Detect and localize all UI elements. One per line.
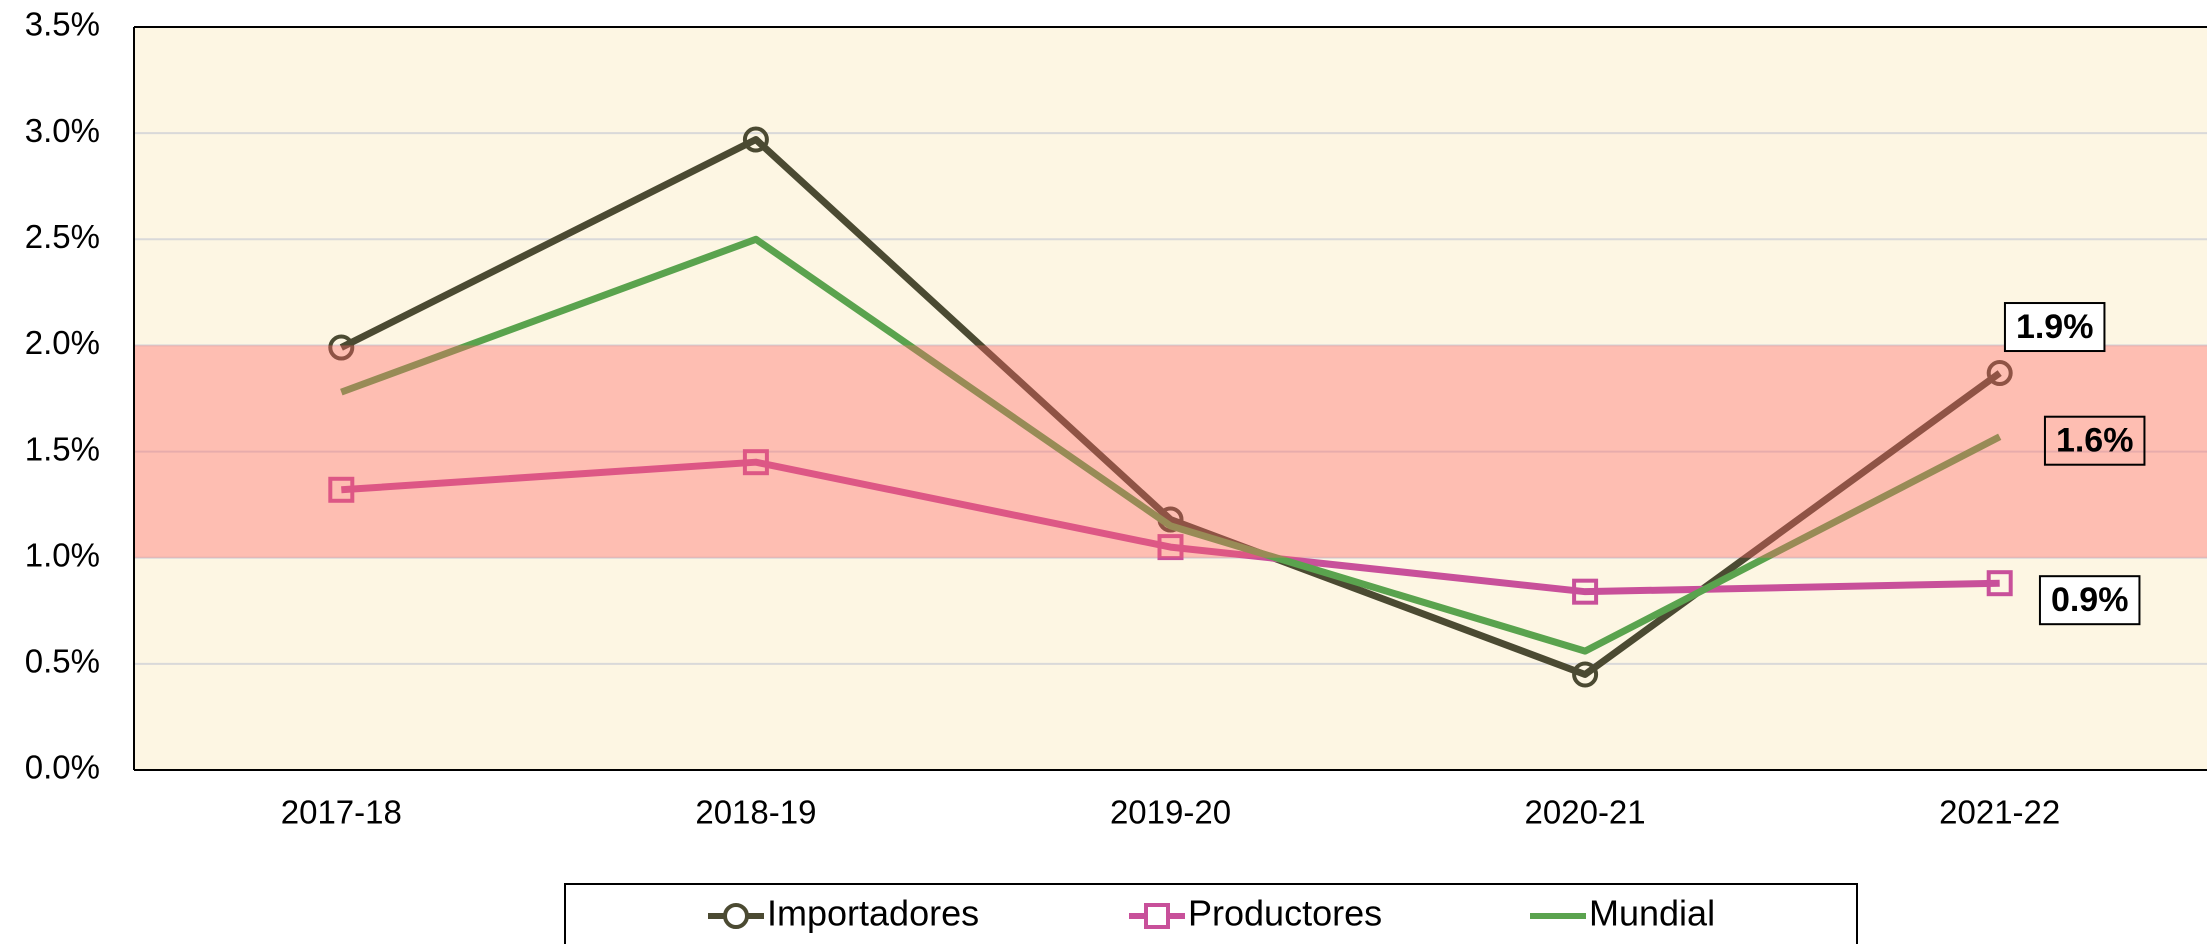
series-line: [340, 235, 2002, 655]
legend-marker: [1144, 903, 1170, 929]
marker: [1572, 661, 1599, 688]
y-tick-label: 2.0%: [25, 324, 100, 361]
y-tick-label: 3.0%: [25, 112, 100, 149]
marker: [742, 449, 769, 476]
legend-box: [564, 883, 1858, 944]
plot-background: [134, 27, 2207, 770]
target-band: [134, 345, 2207, 558]
marker: [742, 126, 769, 153]
x-tick-label: 2017-18: [281, 794, 402, 831]
value-label: 1.9%: [2016, 308, 2094, 346]
series-line: [339, 136, 2002, 678]
x-tick-label: 2019-20: [1110, 794, 1231, 831]
x-tick-label: 2018-19: [695, 794, 816, 831]
value-label: 0.9%: [2051, 581, 2129, 619]
value-label-box: [2003, 302, 2106, 353]
x-tick-label: 2020-21: [1525, 794, 1646, 831]
y-tick-label: 1.0%: [25, 536, 100, 573]
marker: [328, 476, 355, 503]
marker: [328, 334, 355, 361]
marker: [1157, 534, 1184, 561]
value-label-box: [2038, 575, 2141, 626]
series-line: [341, 458, 2000, 596]
y-tick-label: 0.0%: [25, 749, 100, 786]
marker: [1986, 360, 2013, 387]
value-label-box: [2043, 415, 2146, 466]
legend-label: Importadores: [767, 893, 979, 934]
y-tick-label: 1.5%: [25, 430, 100, 467]
y-tick-label: 3.5%: [25, 6, 100, 43]
legend-label: Productores: [1188, 893, 1382, 934]
x-tick-label: 2021-22: [1939, 794, 2060, 831]
marker: [1572, 578, 1599, 605]
value-label: 1.6%: [2056, 422, 2134, 460]
marker: [1986, 570, 2013, 597]
y-tick-label: 0.5%: [25, 643, 100, 680]
y-tick-label: 2.5%: [25, 218, 100, 255]
legend-marker: [723, 903, 749, 929]
legend-label: Mundial: [1589, 893, 1715, 934]
